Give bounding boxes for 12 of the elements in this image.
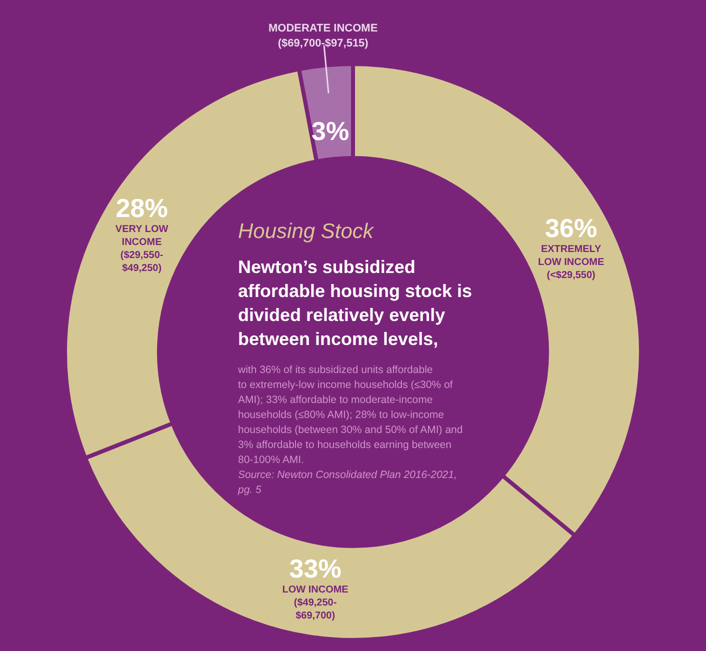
data-label: 3% <box>312 116 350 146</box>
source-note: Source: Newton Consolidated Plan 2016-2021, pg. 5 <box>237 469 457 496</box>
slice-label: EXTREMELY LOW INCOME (<$29,550) <box>538 244 604 281</box>
text: Newton’s subsidized affordable housing stock is divided relatively evenly between income levels, <box>238 257 472 349</box>
text: with 36% of its subsidized units affordable to extremely-low income households (≤30% of AMI); 33% affordable to moderate-income households (≤80% AMI); 28% to low-income households (between 30% and 50% of AMI) and 3% affordable to households earning between 80-100% AMI. <box>237 364 463 466</box>
data-label: 33% <box>289 554 342 584</box>
text: Housing Stock <box>238 220 375 243</box>
slice-label: VERY LOW INCOME ($29,550- $49,250) <box>115 224 169 274</box>
data-label: 28% <box>116 192 168 223</box>
slice-label: MODERATE INCOME ($69,700-$97,515) <box>268 22 378 50</box>
data-label: 36% <box>545 212 598 243</box>
slice-label: LOW INCOME ($49,250- $69,700) <box>282 584 349 622</box>
